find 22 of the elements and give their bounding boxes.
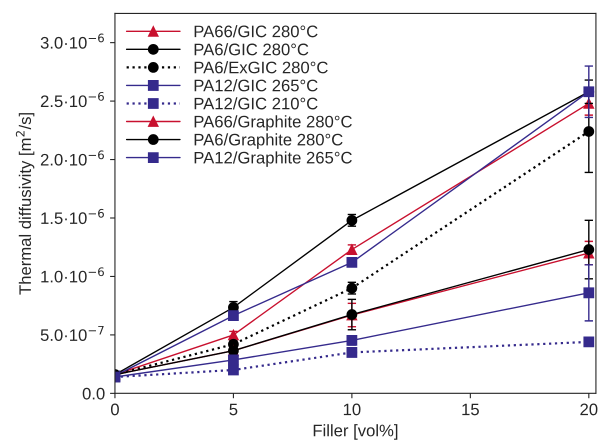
y-tick-label: 2.0·10$^{−6}$ xyxy=(40,150,104,166)
x-tick-label: 10 xyxy=(344,404,360,416)
x-tick-label: 20 xyxy=(580,404,598,416)
x-tick-label: 15 xyxy=(462,404,479,416)
legend-label: PA12/GIC 210°C xyxy=(194,97,318,110)
legend-label: PA6/ExGIC 280°C xyxy=(194,61,328,74)
x-tick-label: 0 xyxy=(110,404,119,416)
x-axis-title: Filler [vol%] xyxy=(314,424,398,440)
x-tick-label: 5 xyxy=(229,404,238,416)
y-tick-label: 1.5·10$^{−6}$ xyxy=(41,208,104,224)
y-tick-label: 0.0 xyxy=(82,388,105,400)
legend-label: PA12/Graphite 265°C xyxy=(194,151,352,167)
y-axis-title: Thermal diffusivity [m$^{2}$/s] xyxy=(16,113,34,295)
y-tick-label: 2.5·10$^{−6}$ xyxy=(40,92,104,108)
legend-label: PA12/GIC 265°C xyxy=(194,79,318,92)
legend-label: PA66/Graphite 280°C xyxy=(194,115,352,131)
y-tick-label: 3.0·10$^{−6}$ xyxy=(40,34,104,49)
y-tick-label: 5.0·10$^{−7}$ xyxy=(40,326,104,341)
legend-label: PA6/Graphite 280°C xyxy=(194,133,343,149)
legend-label: PA66/GIC 280°C xyxy=(194,25,318,38)
legend-label: PA6/GIC 280°C xyxy=(194,43,308,56)
y-tick-label: 1.0·10$^{−6}$ xyxy=(41,267,104,283)
